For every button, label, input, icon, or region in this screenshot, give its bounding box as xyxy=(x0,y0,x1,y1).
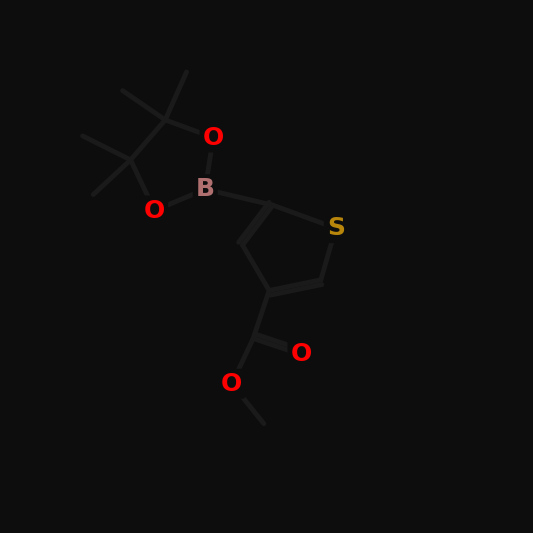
Text: O: O xyxy=(221,372,243,396)
Text: O: O xyxy=(290,342,312,367)
Text: B: B xyxy=(196,177,215,201)
Text: S: S xyxy=(327,216,345,240)
Text: O: O xyxy=(144,198,165,223)
Text: O: O xyxy=(203,125,224,150)
